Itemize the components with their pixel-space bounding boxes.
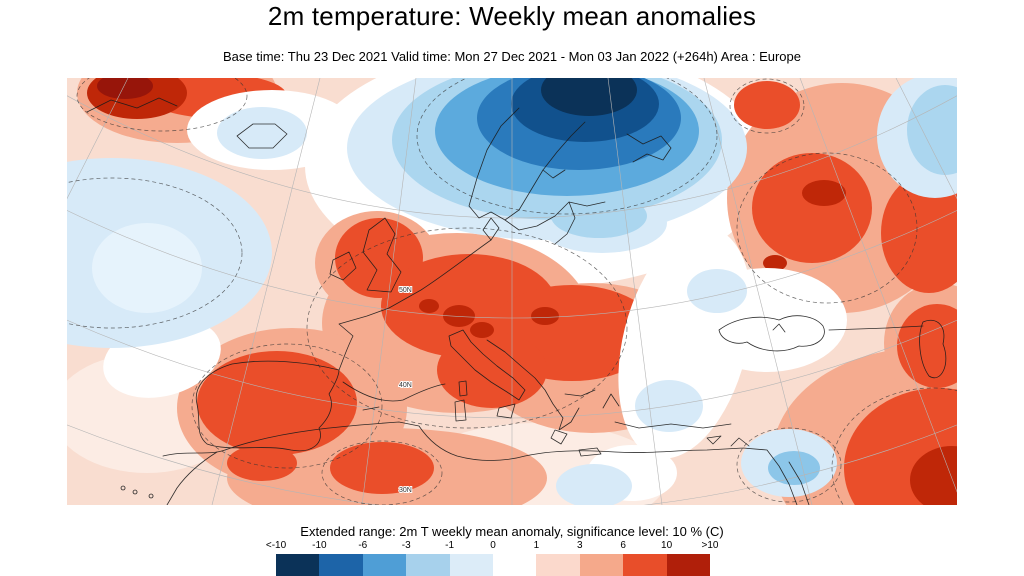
anomaly-field: [67, 78, 957, 505]
colorbar-label: 3: [577, 540, 583, 551]
colorbar-labels: <-10 -10 -6 -3 -1 0 1 3 6 10 >10: [266, 540, 719, 552]
anomaly-map: 50N 40N 30N: [67, 78, 957, 505]
colorbar-cell: [276, 554, 320, 576]
colorbar-label: >10: [701, 540, 719, 551]
colorbar-label: <-10: [265, 540, 287, 551]
colorbar-cell: [666, 554, 711, 576]
latitude-labels: 50N 40N 30N: [398, 286, 413, 495]
colorbar-cell: [362, 554, 407, 576]
page-title: 2m temperature: Weekly mean anomalies: [267, 1, 757, 31]
colorbar-cell: [449, 554, 494, 576]
colorbar-label: -10: [312, 540, 327, 551]
colorbar-cell: [623, 554, 667, 576]
colorbar-cell: [493, 554, 537, 576]
colorbar-label: -6: [358, 540, 368, 551]
colorbar-label: 6: [620, 540, 626, 551]
colorbar-label: 10: [661, 540, 673, 551]
graticule: [67, 78, 957, 505]
coastlines: [86, 97, 947, 505]
caption: Extended range: 2m T weekly mean anomaly…: [300, 524, 724, 539]
lat-label-50n: 50N: [399, 287, 412, 294]
subtitle: Base time: Thu 23 Dec 2021 Valid time: M…: [222, 49, 801, 64]
lat-label-30n: 30N: [399, 487, 412, 494]
colorbar-label: 1: [533, 540, 540, 551]
significance-contours: [67, 78, 957, 505]
colorbar-cell: [406, 554, 450, 576]
map-svg: 50N 40N 30N: [67, 78, 957, 505]
colorbar-label: -3: [401, 540, 411, 551]
colorbar-cell: [536, 554, 580, 576]
colorbar-cells: [276, 554, 711, 576]
colorbar-label: 0: [490, 540, 496, 551]
colorbar-cell: [579, 554, 624, 576]
colorbar-cell: [319, 554, 363, 576]
lat-label-40n: 40N: [399, 382, 412, 389]
colorbar-label: -1: [445, 540, 455, 551]
